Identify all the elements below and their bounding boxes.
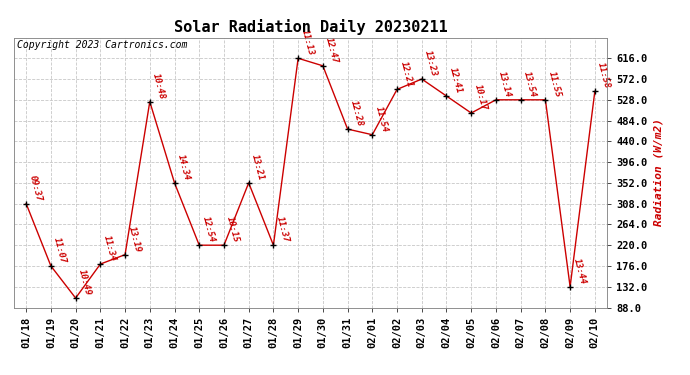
Text: 13:54: 13:54 [522,70,538,98]
Text: 11:37: 11:37 [275,216,290,244]
Text: 13:23: 13:23 [423,50,439,78]
Text: 13:19: 13:19 [126,225,142,253]
Text: 12:28: 12:28 [349,99,364,128]
Text: 12:54: 12:54 [201,216,216,244]
Y-axis label: Radiation (W/m2): Radiation (W/m2) [653,118,663,226]
Text: 13:44: 13:44 [571,257,587,285]
Text: 10:15: 10:15 [226,216,241,244]
Text: 10:17: 10:17 [473,83,489,112]
Text: 09:37: 09:37 [28,174,43,202]
Text: 11:58: 11:58 [596,62,612,90]
Text: 10:48: 10:48 [151,72,167,100]
Text: 13:21: 13:21 [250,153,266,182]
Text: 11:54: 11:54 [374,105,389,134]
Text: 14:34: 14:34 [176,153,192,182]
Text: 13:14: 13:14 [497,70,513,98]
Text: 12:21: 12:21 [398,60,414,88]
Text: 10:49: 10:49 [77,268,92,297]
Text: 11:07: 11:07 [52,236,68,265]
Text: 11:34: 11:34 [101,234,117,262]
Text: Copyright 2023 Cartronics.com: Copyright 2023 Cartronics.com [17,40,187,50]
Title: Solar Radiation Daily 20230211: Solar Radiation Daily 20230211 [174,19,447,35]
Text: 12:47: 12:47 [324,36,340,64]
Text: 11:55: 11:55 [546,70,562,98]
Text: 12:41: 12:41 [448,66,464,94]
Text: 11:13: 11:13 [299,28,315,57]
